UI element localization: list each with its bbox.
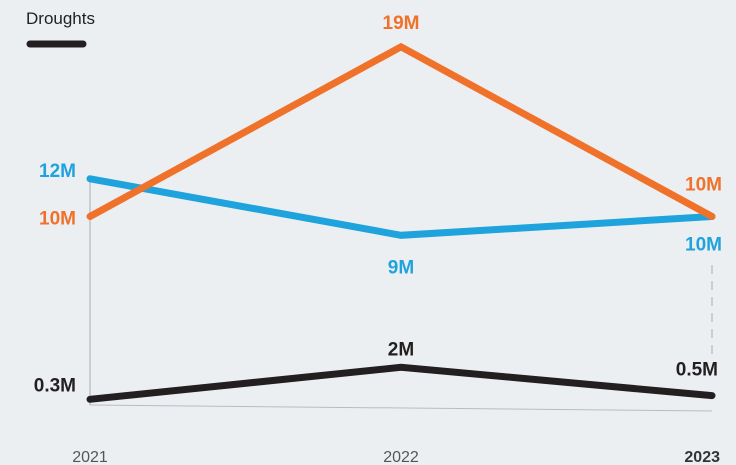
legend-label: Droughts	[26, 9, 95, 28]
x-axis-ticks: 2021 2022 2023	[72, 449, 720, 465]
series-line-blue-series	[86, 175, 716, 239]
series-lines	[86, 42, 716, 403]
x-axis-baseline	[89, 404, 713, 412]
data-label-blue-series-2021: 12M	[39, 161, 76, 182]
data-label-orange-series-2021: 10M	[39, 209, 76, 230]
data-label-orange-series-2023: 10M	[685, 175, 722, 196]
data-label-droughts-2023: 0.5M	[676, 360, 718, 381]
data-label-droughts-2021: 0.3M	[34, 375, 76, 396]
x-tick-label-2022: 2022	[383, 449, 419, 465]
x-tick-label-2023: 2023	[684, 449, 720, 465]
series-line-droughts	[86, 363, 716, 403]
data-label-blue-series-2023: 10M	[685, 235, 722, 256]
axes	[89, 178, 713, 412]
data-label-droughts-2022: 2M	[388, 339, 414, 360]
data-label-blue-series-2022: 9M	[388, 257, 414, 278]
legend: Droughts	[26, 9, 95, 48]
data-labels: 0.3M 2M 0.5M 10M 19M 10M 12M 9M 10M	[34, 13, 722, 396]
data-label-orange-series-2022: 19M	[383, 13, 420, 34]
series-line-orange-series	[86, 42, 716, 220]
x-tick-label-2021: 2021	[72, 449, 108, 465]
